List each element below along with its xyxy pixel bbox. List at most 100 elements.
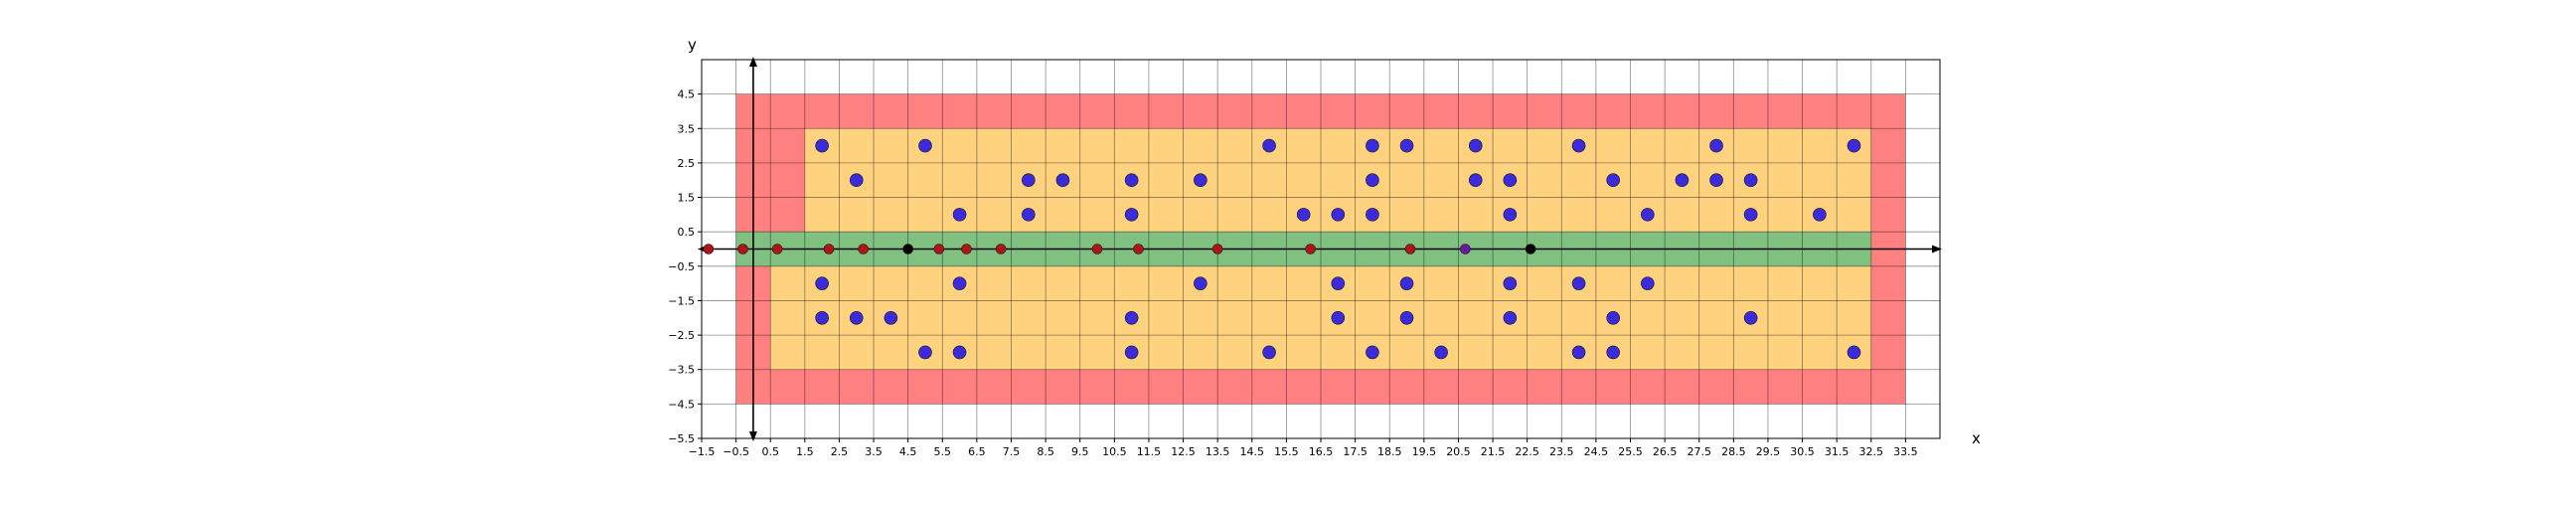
x-tick-label: 21.5 [1481,445,1506,458]
x-tick-label: 28.5 [1721,445,1746,458]
x-tick-label: 26.5 [1653,445,1678,458]
blue-point [1366,173,1379,188]
blue-point [1399,310,1414,325]
blue-point [1847,345,1861,360]
blue-point [1124,345,1139,360]
blue-point [1709,173,1723,188]
x-tick-label: 33.5 [1893,445,1918,458]
blue-point [1022,208,1036,222]
y-axis-arrow-up [748,57,757,67]
blue-point [1331,310,1346,325]
x-tick-label: 27.5 [1687,445,1711,458]
x-tick-label: 25.5 [1618,445,1643,458]
x-tick-label: 14.5 [1240,445,1265,458]
x-tick-label: 23.5 [1549,445,1574,458]
black-point [1525,244,1536,254]
x-tick-label: 22.5 [1515,445,1539,458]
red-point [858,244,869,254]
blue-point [815,310,829,325]
red-point [995,244,1007,254]
purple-point [1460,244,1471,254]
red-point [961,244,972,254]
y-tick-label: −3.5 [668,364,695,377]
blue-point [1709,138,1723,153]
blue-point [815,138,829,153]
y-tick-label: 2.5 [678,157,696,170]
y-tick-label: −2.5 [668,329,695,342]
blue-point [952,208,967,222]
blue-point [1194,173,1208,188]
x-tick-label: 29.5 [1756,445,1781,458]
black-point [902,244,913,254]
blue-point [1022,173,1036,188]
blue-point [1503,173,1518,188]
x-axis-arrow-right [1932,245,1942,253]
x-tick-label: 17.5 [1343,445,1368,458]
x-tick-label: 10.5 [1102,445,1127,458]
x-tick-label: 4.5 [899,445,917,458]
x-tick-label: 0.5 [761,445,779,458]
x-tick-label: 9.5 [1071,445,1089,458]
blue-point [1262,138,1276,153]
blue-point [1675,173,1690,188]
red-point [771,244,783,254]
red-point [1091,244,1103,254]
points-layer [703,138,1861,360]
blue-point [849,310,864,325]
x-tick-label: 5.5 [934,445,952,458]
y-tick-label: −0.5 [668,260,695,273]
red-point [933,244,945,254]
red-point [823,244,835,254]
blue-point [1331,276,1346,290]
blue-point [1124,310,1139,325]
blue-point [1503,276,1518,290]
blue-point [1503,310,1518,325]
blue-point [1847,138,1861,153]
blue-point [1813,208,1827,222]
y-axis-label: y [688,36,697,54]
y-axis-arrow-down [748,431,757,441]
blue-point [1055,173,1070,188]
x-tick-label: 15.5 [1274,445,1299,458]
blue-point [1124,208,1139,222]
x-tick-label: 18.5 [1377,445,1402,458]
x-tick-label: 12.5 [1171,445,1196,458]
blue-point [1503,208,1518,222]
x-tick-label: 31.5 [1825,445,1850,458]
blue-point [952,345,967,360]
y-tick-label: 1.5 [678,192,696,205]
red-point [1305,244,1316,254]
red-point [1404,244,1416,254]
blue-point [1366,138,1379,153]
blue-point [1468,173,1483,188]
x-tick-label: 3.5 [865,445,883,458]
blue-point [1743,173,1758,188]
blue-point [1571,138,1586,153]
blue-point [1743,208,1758,222]
x-tick-label: 2.5 [831,445,849,458]
blue-point [1743,310,1758,325]
y-tick-label: 4.5 [678,88,696,101]
x-axis-label: x [1972,429,1981,447]
blue-point [1124,173,1139,188]
y-tick-label: −4.5 [668,398,695,411]
x-tick-label: 19.5 [1412,445,1437,458]
blue-point [952,276,967,290]
blue-point [1399,276,1414,290]
x-tick-label: −0.5 [723,445,749,458]
red-point [1133,244,1144,254]
blue-point [1366,208,1379,222]
x-tick-label: 6.5 [968,445,986,458]
x-tick-label: 20.5 [1446,445,1471,458]
blue-point [884,310,898,325]
red-point [703,244,715,254]
y-tick-label: −1.5 [668,294,695,307]
blue-point [1606,310,1620,325]
red-point [1211,244,1223,254]
blue-point [1194,276,1208,290]
blue-point [918,138,932,153]
inner-region-notch [770,128,805,233]
y-tick-label: 0.5 [678,226,696,239]
blue-point [815,276,829,290]
